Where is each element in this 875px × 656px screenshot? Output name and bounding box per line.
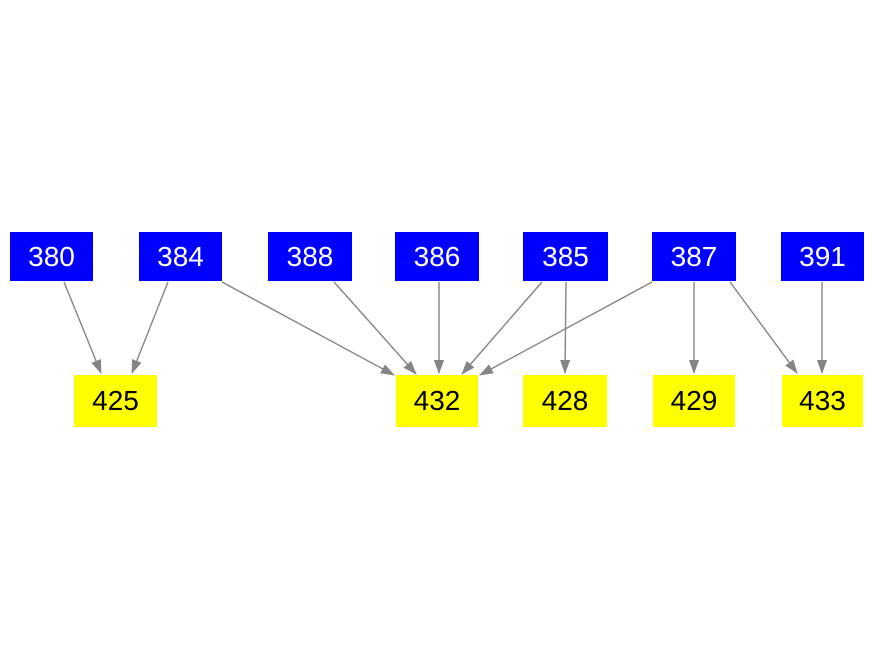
edge-388-to-432 — [333, 281, 417, 375]
edge-387-to-432 — [479, 281, 653, 376]
node-386: 386 — [395, 232, 479, 281]
edge-385-to-428 — [560, 281, 571, 374]
node-432: 432 — [396, 375, 478, 427]
node-433: 433 — [782, 375, 863, 427]
node-428: 428 — [523, 375, 607, 427]
edge-384-to-425 — [131, 281, 169, 374]
edge-387-to-433 — [729, 281, 798, 374]
node-380: 380 — [10, 232, 93, 281]
node-388: 388 — [268, 232, 352, 281]
edge-384-to-432 — [221, 281, 395, 376]
edge-385-to-432 — [461, 281, 543, 375]
node-384: 384 — [139, 232, 222, 281]
node-429: 429 — [653, 375, 735, 427]
node-425: 425 — [74, 375, 157, 427]
node-391: 391 — [781, 232, 864, 281]
node-387: 387 — [652, 232, 736, 281]
edge-380-to-425 — [63, 281, 102, 374]
node-385: 385 — [523, 232, 608, 281]
